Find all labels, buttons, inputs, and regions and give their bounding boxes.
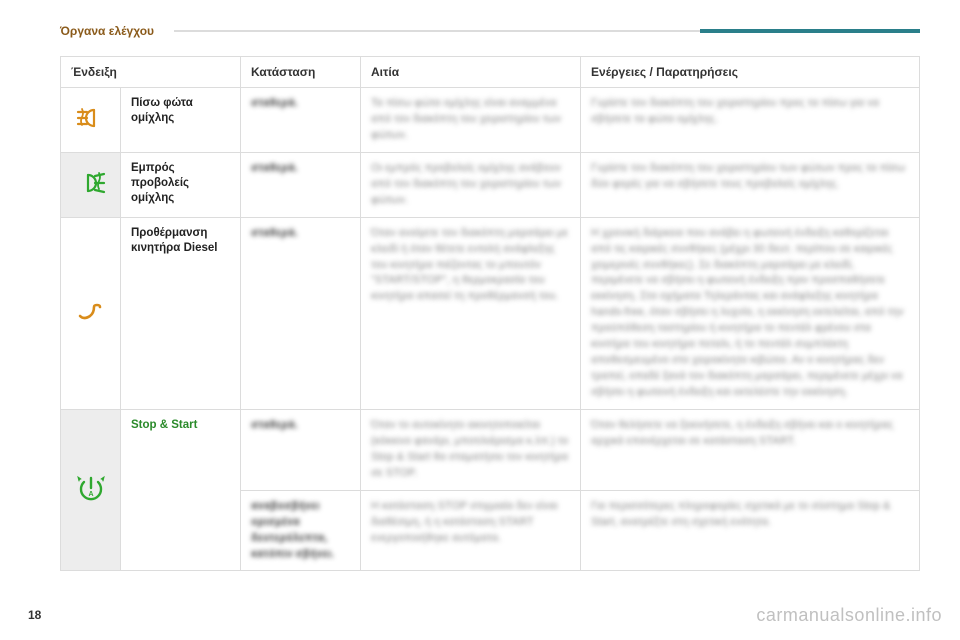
cause-cell: Όταν το αυτοκίνητο ακινητοποιείται (κόκκ… bbox=[361, 409, 581, 490]
th-cause: Αιτία bbox=[361, 57, 581, 88]
icon-cell bbox=[61, 217, 121, 409]
indicator-label: Προθέρμανση κινητήρα Diesel bbox=[121, 217, 241, 409]
chapter-title: Όργανα ελέγχου bbox=[60, 24, 154, 38]
indicators-table: Ένδειξη Κατάσταση Αιτία Ενέργειες / Παρα… bbox=[60, 56, 920, 571]
front-fog-icon bbox=[74, 172, 108, 194]
rear-fog-icon bbox=[74, 107, 108, 129]
cause-cell: Η κατάσταση STOP στιγμιαία δεν είναι δια… bbox=[361, 490, 581, 571]
actions-cell: Γυρίστε τον διακόπτη του χειριστηρίου πρ… bbox=[581, 88, 920, 153]
actions-cell: Γυρίστε τον διακόπτη του χειριστηρίου τω… bbox=[581, 152, 920, 217]
status-cell: σταθερά. bbox=[241, 217, 361, 409]
table-row: Πίσω φώτα ομίχλης σταθερά. Τα πίσω φώτα … bbox=[61, 88, 920, 153]
actions-cell: Η χρονική διάρκεια που ανάβει η φωτεινή … bbox=[581, 217, 920, 409]
th-actions: Ενέργειες / Παρατηρήσεις bbox=[581, 57, 920, 88]
actions-cell: Για περισσότερες πληροφορίες σχετικά με … bbox=[581, 490, 920, 571]
status-cell: σταθερά. bbox=[241, 152, 361, 217]
table-header-row: Ένδειξη Κατάσταση Αιτία Ενέργειες / Παρα… bbox=[61, 57, 920, 88]
status-cell: σταθερά. bbox=[241, 409, 361, 490]
indicator-label: Πίσω φώτα ομίχλης bbox=[121, 88, 241, 153]
cause-cell: Τα πίσω φώτα ομίχλης είναι αναμμένα από … bbox=[361, 88, 581, 153]
table-row: A Stop & Start σταθερά. Όταν το αυτοκίνη… bbox=[61, 409, 920, 490]
diesel-preheat-icon bbox=[74, 301, 108, 323]
svg-text:A: A bbox=[88, 491, 93, 498]
actions-cell: Όταν θελήσετε να ξεκινήσετε, η ένδειξη σ… bbox=[581, 409, 920, 490]
indicator-label: Stop & Start bbox=[121, 409, 241, 571]
icon-cell bbox=[61, 88, 121, 153]
table-row: Προθέρμανση κινητήρα Diesel σταθερά. Ότα… bbox=[61, 217, 920, 409]
stop-start-icon: A bbox=[74, 475, 108, 503]
page-number: 18 bbox=[28, 608, 41, 622]
status-cell: αναβοσβήνει ορισμένα δευτερόλεπτα, κατόπ… bbox=[241, 490, 361, 571]
cause-cell: Οι εμπρός προβολείς ομίχλης ανάβουν από … bbox=[361, 152, 581, 217]
th-status: Κατάσταση bbox=[241, 57, 361, 88]
cause-cell: Όταν ανοίγετε τον διακόπτη μαρσάρει με κ… bbox=[361, 217, 581, 409]
watermark: carmanualsonline.info bbox=[756, 605, 942, 626]
status-cell: σταθερά. bbox=[241, 88, 361, 153]
table-row: Εμπρός προβολείς ομίχλης σταθερά. Οι εμπ… bbox=[61, 152, 920, 217]
icon-cell: A bbox=[61, 409, 121, 571]
icon-cell bbox=[61, 152, 121, 217]
indicator-label: Εμπρός προβολείς ομίχλης bbox=[121, 152, 241, 217]
header-rule bbox=[174, 29, 920, 33]
th-indicator: Ένδειξη bbox=[61, 57, 241, 88]
